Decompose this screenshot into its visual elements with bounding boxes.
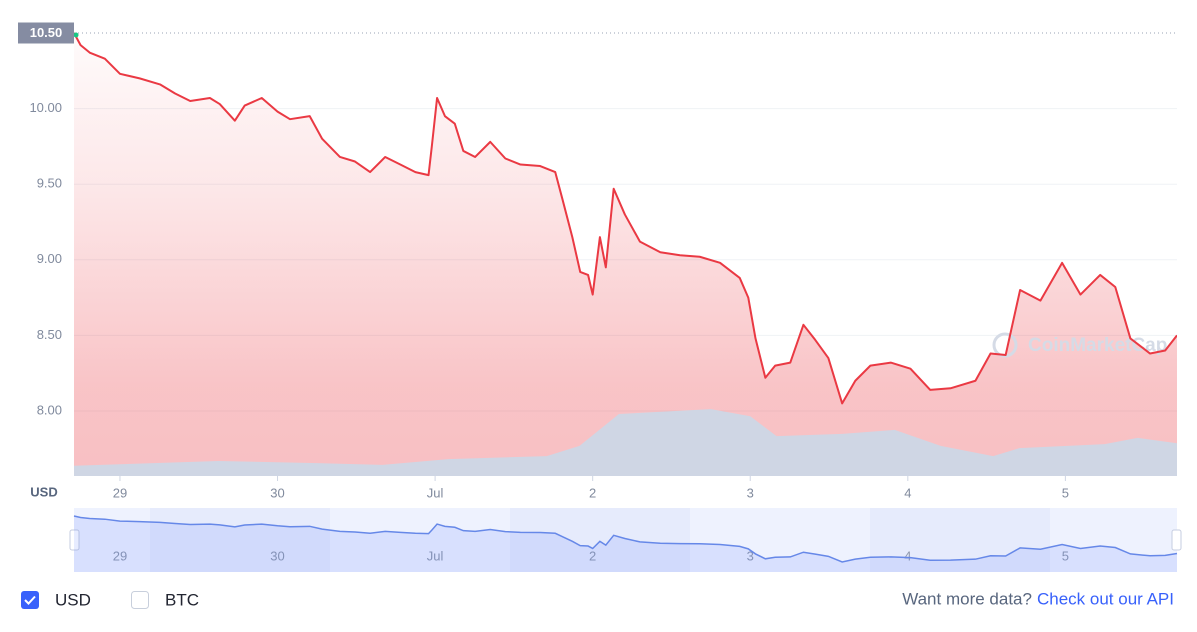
navigator-tick-label: 30 <box>270 548 284 563</box>
checkbox[interactable] <box>131 591 149 609</box>
x-tick-label: 29 <box>113 485 127 500</box>
navigator-handle[interactable] <box>1171 529 1182 551</box>
legend-label[interactable]: BTC <box>165 590 199 609</box>
x-tick-label: 3 <box>747 485 754 500</box>
x-tick-label: Jul <box>427 485 444 500</box>
x-tick-label: 2 <box>589 485 596 500</box>
navigator-tick-label: 3 <box>747 548 754 563</box>
y-tick-label: 8.00 <box>37 402 62 417</box>
watermark: CoinMarketCap <box>1028 335 1167 356</box>
legend-label[interactable]: USD <box>55 590 91 609</box>
navigator-tick-label: 4 <box>904 548 911 563</box>
axis-unit: USD <box>30 484 57 499</box>
navigator-tick-label: Jul <box>427 548 444 563</box>
y-tick-label: 10.00 <box>29 100 62 115</box>
x-tick-label: 30 <box>270 485 284 500</box>
y-tick-label: 8.50 <box>37 327 62 342</box>
navigator-tick-label: 5 <box>1062 548 1069 563</box>
navigator-line <box>73 515 1178 563</box>
navigator-tick-label: 2 <box>589 548 596 563</box>
navigator-band <box>870 508 1050 572</box>
watermark-logo <box>992 332 1018 358</box>
api-prompt: Want more data? <box>902 589 1032 608</box>
plot-area: CoinMarketCap <box>74 32 1177 476</box>
legend: USD BTC <box>21 590 199 609</box>
x-tick-label: 4 <box>904 485 911 500</box>
reference-label-bg <box>18 22 74 44</box>
checkbox-checked[interactable] <box>21 591 39 609</box>
price-line <box>74 32 1177 405</box>
x-tick-label: 5 <box>1062 485 1069 500</box>
navigator-band <box>150 508 330 572</box>
volume-area <box>74 409 1177 476</box>
reference-label: 10.50 <box>30 25 63 40</box>
start-point <box>74 32 79 38</box>
y-tick-label: 9.00 <box>37 251 62 266</box>
navigator: 29 30 Jul 2 3 4 5 <box>69 508 1182 572</box>
checkmark <box>24 595 36 605</box>
navigator-band <box>510 508 690 572</box>
navigator-handle[interactable] <box>69 529 80 551</box>
y-tick-label: 9.50 <box>37 176 62 191</box>
navigator-tick-label: 29 <box>113 548 127 563</box>
price-area <box>74 33 1177 476</box>
api-link[interactable]: Check out our API <box>1037 589 1174 608</box>
